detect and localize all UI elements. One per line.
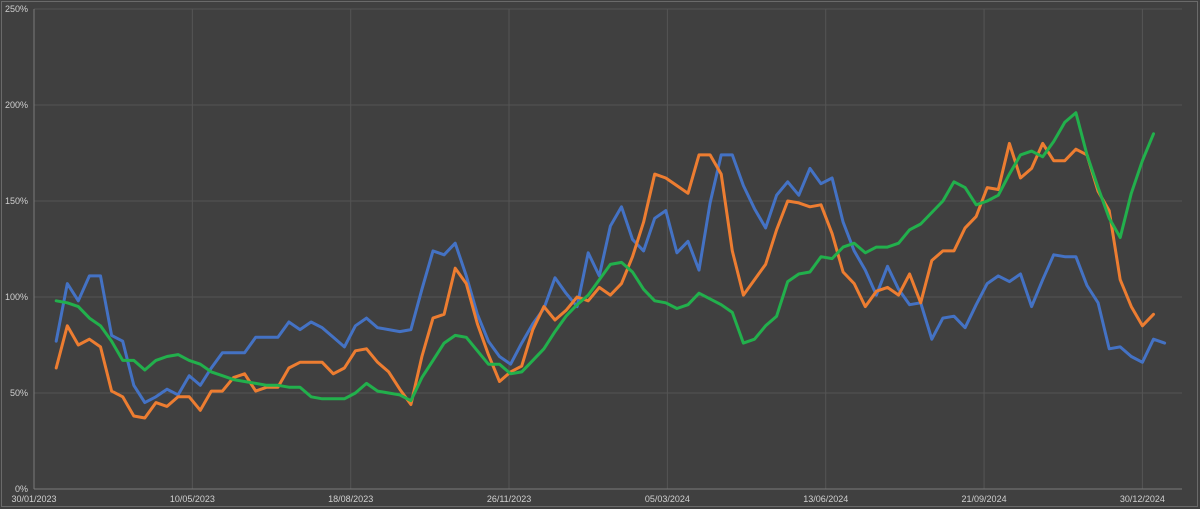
y-tick-label: 0% — [15, 484, 28, 494]
series-line-3 — [54, 111, 1155, 403]
y-tick-label: 200% — [5, 100, 28, 110]
series-line-2 — [54, 141, 1155, 420]
gridlines — [34, 8, 1182, 489]
x-tick-label: 30/01/2023 — [11, 494, 56, 504]
x-tick-label: 21/09/2024 — [962, 494, 1007, 504]
tick-labels: 0% 50% 100% 150% 200% 250% 30/01/2023 10/05/202… — [5, 4, 1165, 504]
x-tick-label: 18/08/2023 — [328, 494, 373, 504]
series-line-1 — [54, 153, 1167, 405]
x-tick-label: 10/05/2023 — [170, 494, 215, 504]
y-tick-label: 150% — [5, 196, 28, 206]
y-tick-label: 250% — [5, 4, 28, 14]
x-tick-label: 30/12/2024 — [1120, 494, 1165, 504]
x-tick-label: 26/11/2023 — [487, 494, 531, 504]
x-tick-label: 05/03/2024 — [645, 494, 690, 504]
y-tick-label: 50% — [10, 388, 28, 398]
axes — [33, 9, 1182, 490]
x-tick-label: 13/06/2024 — [803, 494, 848, 504]
series-lines — [54, 111, 1167, 420]
y-tick-label: 100% — [5, 292, 28, 302]
